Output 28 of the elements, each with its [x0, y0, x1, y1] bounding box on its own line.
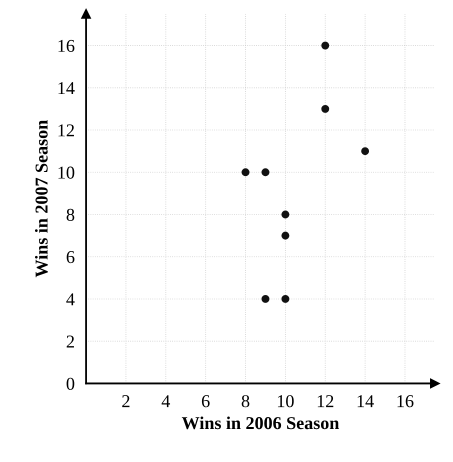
y-tick-label: 12: [58, 124, 74, 136]
y-tick-label: 0: [66, 378, 74, 390]
point: [281, 210, 290, 218]
y-tick-label: 4: [66, 293, 75, 306]
point: [321, 42, 330, 50]
y-tick-label: 2: [66, 336, 74, 348]
x-tick-label: 12: [318, 395, 334, 408]
point: [361, 147, 370, 156]
point: [321, 104, 330, 113]
y-tick-label: 14: [58, 82, 75, 94]
y-tick-label: 6: [66, 251, 74, 264]
x-tick-label: 16: [398, 395, 414, 408]
x-tick-label: 14: [358, 395, 374, 408]
y-tick-label: 16: [58, 40, 74, 52]
point: [262, 168, 270, 176]
point: [281, 232, 290, 240]
x-tick-label: 6: [202, 395, 210, 408]
y-axis-title: Wins in 2007 Season: [34, 120, 48, 278]
x-tick-label: 4: [162, 395, 170, 408]
point: [262, 295, 270, 303]
x-axis-title: Wins in 2006 Season: [182, 416, 340, 430]
y-tick-label: 10: [58, 166, 74, 179]
x-tick-label: 8: [242, 395, 250, 408]
x-tick-label: 10: [278, 395, 294, 408]
x-tick-label: 2: [122, 395, 130, 408]
point: [242, 168, 250, 176]
y-tick-label: 8: [66, 208, 74, 221]
point: [281, 295, 290, 303]
